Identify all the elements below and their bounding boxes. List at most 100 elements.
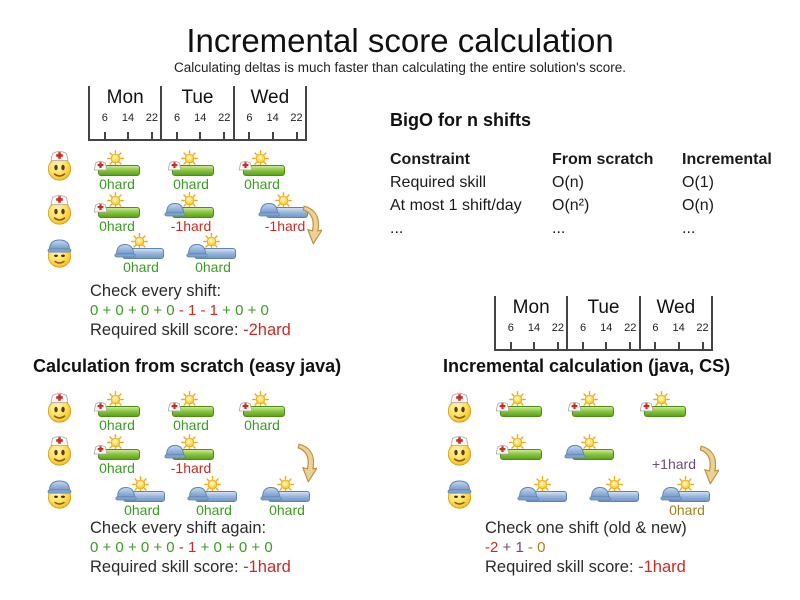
delta-score-note: +1hard	[652, 456, 696, 472]
bigo-heading: BigO for n shifts	[390, 110, 531, 130]
shift-icon: 0hard	[167, 393, 214, 433]
tick	[103, 132, 106, 139]
score-label: Required skill score:	[90, 321, 244, 339]
shift-bar-green	[98, 207, 140, 218]
bigo-cell: ...	[682, 220, 696, 237]
shift-icon: 0hard	[94, 436, 140, 476]
equation-line: -2 + 1 - 0	[485, 538, 687, 557]
hour-label: 14	[121, 112, 135, 124]
equation-part: - 0	[523, 539, 546, 556]
bigo-cell: O(n²)	[552, 197, 590, 214]
check-line: Check one shift (old & new)	[485, 519, 687, 537]
nurse-cap-icon	[167, 159, 182, 171]
shift-icon	[521, 478, 567, 516]
scratch-bottom-text: Check every shift again: 0 + 0 + 0 + 0 -…	[90, 518, 291, 578]
equation-part: -2	[485, 539, 499, 556]
shift-icon: 0hard	[238, 393, 285, 433]
builder-avatar	[46, 236, 73, 268]
shift-bar-green	[572, 406, 614, 417]
shift-icon	[568, 393, 614, 431]
nurse-avatar	[46, 391, 73, 423]
builder-avatar	[46, 477, 73, 509]
equation-part: - 1	[178, 539, 197, 556]
shift-bar-green	[644, 406, 686, 417]
score-label: Required skill score:	[90, 558, 244, 576]
shift-icon: -1hard	[262, 194, 308, 234]
shift-score: 0hard	[173, 417, 209, 433]
bigo-cell: Required skill	[390, 174, 487, 191]
timeline-day-mon: Mon 6 14 22	[494, 296, 566, 349]
nurse-cap-icon	[238, 400, 253, 412]
shift-bar-green	[98, 449, 140, 460]
day-label: Wed	[656, 297, 696, 318]
shift-icon: 0hard	[264, 478, 310, 518]
bigo-cell: ...	[390, 220, 404, 237]
builder-helmet-icon	[517, 484, 539, 501]
tick	[295, 132, 298, 139]
shift-score: 0hard	[196, 502, 232, 518]
tick	[248, 132, 251, 139]
move-arrow-icon	[300, 203, 322, 247]
nurse-cap-icon	[93, 400, 108, 412]
shift-score: 0hard	[99, 218, 135, 234]
shift-icon: 0hard	[118, 235, 164, 275]
page-subtitle: Calculating deltas is much faster than c…	[173, 60, 627, 75]
equation-part: 0 + 0 + 0 + 0	[90, 539, 179, 556]
shift-icon: 0hard	[190, 235, 236, 275]
timeline-day-tue: Tue 6 14 22	[160, 86, 232, 139]
hour-label: 14	[194, 112, 207, 124]
nurse-avatar	[46, 193, 73, 225]
builder-helmet-icon	[660, 484, 682, 501]
shift-icon: 0hard	[119, 478, 165, 518]
day-label: Mon	[106, 87, 144, 108]
hour-label: 14	[672, 322, 685, 334]
shift-icon: 0hard	[167, 152, 214, 192]
shift-bar-green	[243, 406, 285, 417]
nurse-avatar	[46, 434, 73, 466]
tick	[509, 342, 512, 349]
nurse-cap-icon	[167, 400, 182, 412]
tick	[223, 132, 226, 139]
equation-part: + 0 + 0 + 0	[196, 539, 273, 556]
shift-icon: 0hard	[191, 478, 237, 518]
nurse-avatar	[446, 434, 473, 466]
shift-score: 0hard	[173, 176, 209, 192]
shift-score: 0hard	[124, 502, 160, 518]
shift-bar-green	[98, 165, 140, 176]
tick	[629, 342, 632, 349]
bigo-table: Constraint From scratch Incremental Requ…	[390, 148, 800, 240]
shift-bar-green	[500, 449, 542, 460]
builder-helmet-icon	[186, 241, 208, 258]
hour-label: 6	[246, 112, 253, 124]
builder-helmet-icon	[114, 241, 136, 258]
equation-part: + 0 + 0	[218, 302, 269, 319]
tick	[199, 132, 202, 139]
check-line: Check every shift:	[90, 282, 222, 300]
nurse-cap-icon	[495, 443, 510, 455]
hour-label: 14	[527, 322, 541, 334]
nurse-cap-icon	[495, 400, 510, 412]
shift-icon	[593, 478, 639, 516]
hour-label: 6	[101, 112, 108, 124]
score-line: Required skill score: -2hard	[90, 320, 291, 341]
hour-label: 6	[580, 322, 587, 334]
page-title: Incremental score calculation	[186, 22, 614, 59]
shift-score: -1hard	[170, 218, 212, 234]
bigo-col-header: Constraint	[390, 151, 470, 168]
nurse-cap-icon	[93, 201, 108, 213]
hour-label: 22	[551, 322, 564, 334]
bigo-col-header: From scratch	[552, 151, 654, 168]
shift-score: 0hard	[244, 176, 280, 192]
builder-helmet-icon	[115, 484, 137, 501]
shift-icon: -1hard	[168, 436, 214, 476]
equation-line: 0 + 0 + 0 + 0 - 1 + 0 + 0 + 0	[90, 538, 291, 557]
bigo-cell: O(n)	[552, 174, 584, 191]
shift-score: 0hard	[99, 460, 135, 476]
shift-icon	[496, 393, 542, 431]
check-line: Check every shift again:	[90, 519, 267, 537]
shift-icon: 0hard	[664, 478, 710, 518]
builder-helmet-icon	[187, 484, 209, 501]
timeline-day-tue: Tue 6 14 22	[566, 296, 638, 349]
incremental-section-header: Incremental calculation (java, CS)	[443, 356, 731, 376]
tick	[126, 132, 129, 139]
